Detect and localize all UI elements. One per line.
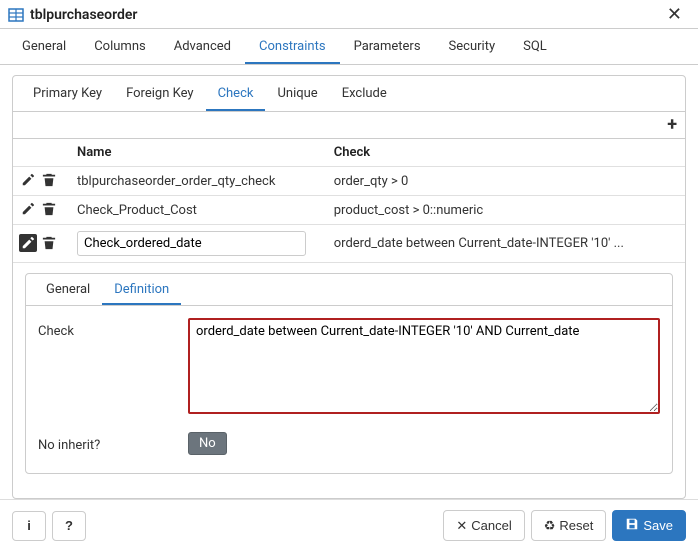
cancel-icon: ✕ (456, 518, 467, 534)
detail-tabs: General Definition (26, 274, 672, 306)
table-icon (8, 7, 24, 23)
reset-button[interactable]: ♻ Reset (531, 510, 607, 541)
tab-constraints[interactable]: Constraints (245, 29, 340, 64)
col-check: Check (326, 139, 685, 167)
save-label: Save (643, 518, 673, 533)
subtab-unique[interactable]: Unique (265, 76, 329, 111)
cell-check: order_qty > 0 (326, 167, 685, 196)
constraint-subtabs: Primary Key Foreign Key Check Unique Exc… (13, 76, 685, 112)
tab-parameters[interactable]: Parameters (340, 29, 435, 64)
cell-check: product_cost > 0::numeric (326, 196, 685, 225)
no-inherit-label: No inherit? (38, 432, 188, 453)
delete-icon[interactable] (40, 234, 58, 252)
save-icon (625, 517, 639, 534)
cell-name: tblpurchaseorder_order_qty_check (69, 167, 326, 196)
reset-label: Reset (559, 518, 593, 533)
help-button[interactable]: ? (52, 511, 86, 541)
delete-icon[interactable] (40, 200, 58, 218)
tab-sql[interactable]: SQL (509, 29, 561, 64)
col-name: Name (69, 139, 326, 167)
tab-advanced[interactable]: Advanced (160, 29, 245, 64)
no-inherit-toggle[interactable]: No (188, 432, 227, 455)
save-button[interactable]: Save (612, 510, 686, 541)
info-icon: i (27, 518, 31, 533)
dtab-definition[interactable]: Definition (102, 274, 181, 305)
cancel-label: Cancel (471, 518, 511, 533)
info-button[interactable]: i (12, 511, 46, 541)
tab-general[interactable]: General (8, 29, 80, 64)
constraint-name-input[interactable] (77, 231, 306, 256)
cell-name-editing (69, 225, 326, 263)
cell-check: orderd_date between Current_date-INTEGER… (326, 225, 685, 263)
dialog-title: tblpurchaseorder (30, 7, 663, 23)
subtab-exclude[interactable]: Exclude (330, 76, 399, 111)
edit-icon[interactable] (19, 200, 37, 218)
check-label: Check (38, 318, 188, 339)
cell-name: Check_Product_Cost (69, 196, 326, 225)
table-row: orderd_date between Current_date-INTEGER… (13, 225, 685, 263)
edit-icon[interactable] (19, 171, 37, 189)
close-icon[interactable]: ✕ (663, 6, 686, 24)
table-row: Check_Product_Cost product_cost > 0::num… (13, 196, 685, 225)
main-tabs: General Columns Advanced Constraints Par… (0, 29, 698, 65)
edit-icon[interactable] (19, 234, 37, 252)
tab-columns[interactable]: Columns (80, 29, 160, 64)
cancel-button[interactable]: ✕ Cancel (443, 510, 524, 541)
subtab-foreign-key[interactable]: Foreign Key (114, 76, 205, 111)
reset-icon: ♻ (544, 518, 556, 534)
constraints-table: Name Check tblpurchaseorder_order_qty_ch… (13, 139, 685, 263)
check-expression-input[interactable] (188, 318, 660, 414)
help-icon: ? (65, 518, 73, 533)
dtab-general[interactable]: General (34, 274, 102, 305)
delete-icon[interactable] (40, 171, 58, 189)
table-row: tblpurchaseorder_order_qty_check order_q… (13, 167, 685, 196)
subtab-check[interactable]: Check (206, 76, 266, 111)
add-row-icon[interactable]: + (667, 116, 677, 134)
subtab-primary-key[interactable]: Primary Key (21, 76, 114, 111)
tab-security[interactable]: Security (435, 29, 510, 64)
